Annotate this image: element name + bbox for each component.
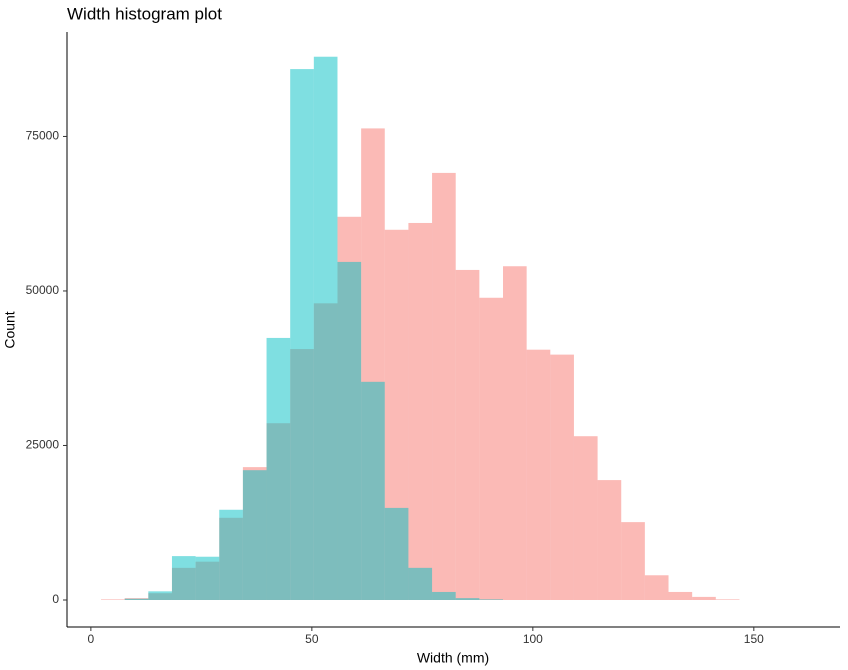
histogram-bar (361, 381, 385, 600)
histogram-bar (455, 598, 480, 600)
x-tick-label: 0 (88, 632, 95, 646)
histogram-bar (195, 556, 220, 600)
y-tick-label: 50000 (26, 283, 60, 297)
histogram-bar (337, 261, 362, 600)
histogram-bar (692, 596, 716, 600)
histogram-bar (479, 297, 504, 600)
histogram-bar (124, 598, 149, 600)
histogram-bar (550, 354, 574, 600)
chart-title: Width histogram plot (67, 4, 222, 23)
bars (101, 56, 740, 600)
histogram-bar (621, 522, 645, 600)
histogram-bar (644, 575, 669, 600)
x-tick-label: 100 (523, 632, 543, 646)
y-tick-label: 75000 (26, 129, 60, 143)
histogram-bar (432, 172, 456, 600)
histogram-bar (148, 591, 172, 600)
histogram-bar (242, 470, 267, 600)
histogram-bar (219, 509, 243, 600)
histogram-bar (503, 266, 527, 600)
histogram-bar (384, 229, 409, 600)
histogram-bar (479, 599, 504, 600)
histogram-bar (432, 591, 456, 600)
y-tick-label: 0 (52, 592, 59, 606)
y-tick-label: 25000 (26, 438, 60, 452)
histogram-bar (715, 599, 740, 600)
histogram-bar (171, 556, 196, 600)
x-tick-label: 150 (744, 632, 764, 646)
x-axis-title: Width (mm) (417, 650, 489, 666)
histogram-bar (266, 337, 291, 600)
y-axis-title: Count (2, 311, 18, 348)
histogram-bar (526, 349, 551, 600)
histogram-bar (597, 480, 622, 600)
histogram-bar (408, 567, 433, 600)
histogram-bar (408, 222, 433, 600)
histogram-bar (384, 507, 409, 600)
histogram-bar (290, 69, 314, 600)
histogram-bar (101, 599, 125, 600)
histogram-bar (573, 436, 598, 600)
histogram-bar (668, 591, 693, 600)
x-tick-label: 50 (305, 632, 319, 646)
histogram-bar (455, 269, 480, 600)
histogram-bar (313, 56, 338, 600)
